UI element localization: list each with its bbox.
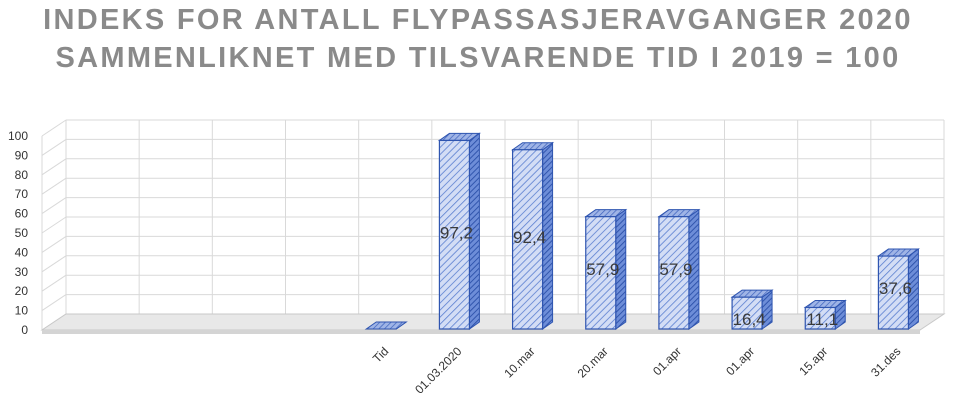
chart-floor-edge xyxy=(42,330,920,334)
x-axis: Tid 01.03.2020 10.mar 20.mar 01.apr 01.apr 15.… xyxy=(370,344,904,397)
bar xyxy=(511,149,544,330)
y-axis: 0 10 20 30 40 50 60 70 80 90 100 xyxy=(8,129,28,337)
x-tick-label: 01.apr xyxy=(723,344,757,378)
bar xyxy=(877,255,910,330)
y-tick-label: 50 xyxy=(15,226,29,240)
x-tick-label: 01.03.2020 xyxy=(412,344,465,397)
gridline-side xyxy=(41,216,67,234)
data-labels: 97,2 92,4 57,9 57,9 16,4 11,1 37,6 xyxy=(440,223,912,329)
y-tick-label: 20 xyxy=(15,284,29,298)
x-tick-label: 15.apr xyxy=(796,344,830,378)
gridline-side xyxy=(41,177,67,195)
bar-top xyxy=(364,321,408,330)
x-tick-label: 31.des xyxy=(868,344,903,379)
x-tick-label: 20.mar xyxy=(575,344,611,380)
data-label: 16,4 xyxy=(733,310,766,329)
bar xyxy=(731,296,763,330)
y-tick-label: 80 xyxy=(15,168,29,182)
gridline-side xyxy=(41,294,67,312)
y-tick-label: 60 xyxy=(15,207,29,221)
data-label: 37,6 xyxy=(879,279,912,298)
gridline-side xyxy=(41,158,67,176)
chart-grid xyxy=(40,119,946,334)
y-tick-label: 30 xyxy=(15,265,29,279)
y-tick-label: 40 xyxy=(15,245,29,259)
gridline-side xyxy=(41,119,67,137)
gridline-side xyxy=(41,138,67,156)
bar xyxy=(585,216,617,330)
y-tick-label: 70 xyxy=(15,187,29,201)
bar xyxy=(804,306,836,330)
chart-title-line-2: SAMMENLIKNET MED TILSVARENDE TID I 2019 … xyxy=(55,42,901,74)
data-label: 92,4 xyxy=(513,228,546,247)
gridline-side xyxy=(41,197,67,215)
data-label: 11,1 xyxy=(806,310,838,329)
gridline-side xyxy=(41,255,67,273)
y-tick-label: 10 xyxy=(15,304,29,318)
bar xyxy=(658,216,690,330)
y-tick-label: 0 xyxy=(21,323,28,337)
chart-title-line-1: INDEKS FOR ANTALL FLYPASSASJERAVGANGER 2… xyxy=(43,4,913,36)
data-label: 57,9 xyxy=(659,260,692,279)
bar-series xyxy=(364,132,921,330)
gridline-side xyxy=(41,235,67,253)
data-label: 57,9 xyxy=(586,260,619,279)
data-label: 97,2 xyxy=(440,223,473,242)
y-tick-label: 100 xyxy=(8,129,28,143)
gridline-side xyxy=(41,274,67,292)
x-tick-label: 01.apr xyxy=(650,344,684,378)
x-tick-label: 10.mar xyxy=(501,344,537,380)
y-tick-label: 90 xyxy=(15,148,29,162)
x-tick-label: Tid xyxy=(370,344,391,365)
bar xyxy=(438,139,471,330)
